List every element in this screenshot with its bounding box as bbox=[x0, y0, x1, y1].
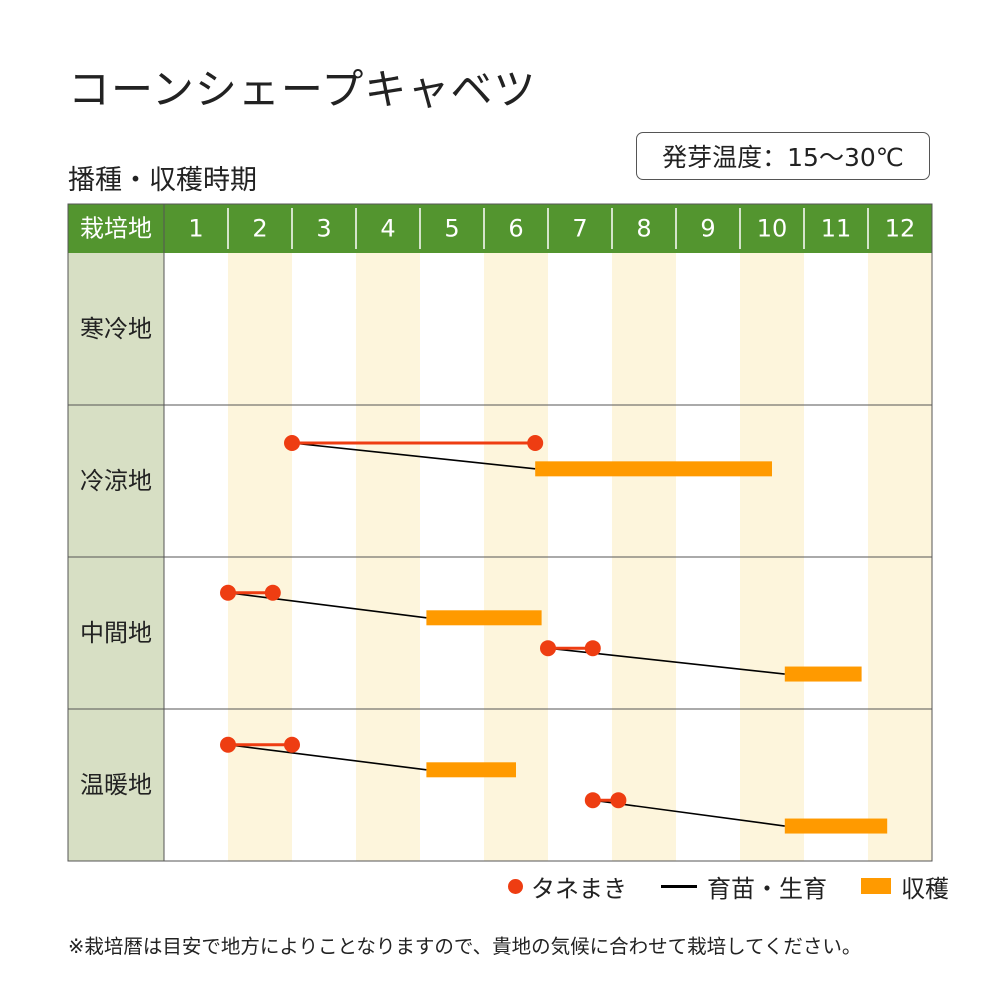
legend-sowing-label: タネまき bbox=[531, 874, 627, 903]
sowing-start-dot bbox=[284, 435, 300, 451]
month-tick-label: 11 bbox=[821, 215, 852, 243]
sowing-end-dot bbox=[284, 736, 300, 753]
month-tick-label: 8 bbox=[636, 215, 651, 243]
region-label: 温暖地 bbox=[80, 771, 152, 799]
region-label: 寒冷地 bbox=[80, 315, 152, 343]
sowing-end-dot bbox=[584, 640, 601, 657]
legend-harvest: 収穫 bbox=[861, 869, 949, 904]
harvest-bar-icon bbox=[861, 878, 891, 894]
region-label: 冷涼地 bbox=[80, 467, 152, 495]
header-row-background bbox=[68, 204, 932, 253]
sowing-start-dot bbox=[220, 584, 236, 601]
sowing-dot-icon bbox=[508, 878, 523, 894]
chart-frame bbox=[67, 203, 933, 862]
growing-line bbox=[291, 442, 536, 470]
footnote: ※栽培暦は目安で地方によりことなりますので、貴地の気候に合わせて栽培してください… bbox=[68, 935, 862, 958]
growing-line bbox=[227, 591, 427, 619]
harvest-bar bbox=[784, 818, 888, 834]
month-tick-label: 10 bbox=[757, 215, 788, 243]
sowing-end-dot bbox=[610, 792, 627, 809]
month-tick-label: 6 bbox=[508, 215, 523, 243]
sowing-start-dot bbox=[540, 640, 556, 657]
harvest-bar bbox=[426, 610, 542, 626]
legend: タネまき 育苗・生育 収穫 bbox=[508, 869, 949, 904]
month-tick-label: 4 bbox=[380, 215, 395, 243]
legend-sowing: タネまき bbox=[508, 869, 627, 904]
month-tick-label: 9 bbox=[700, 215, 715, 243]
sowing-end-dot bbox=[527, 435, 544, 451]
chart-title: コーンシェープキャベツ bbox=[68, 65, 537, 114]
region-label: 中間地 bbox=[80, 619, 152, 647]
harvest-bar bbox=[784, 666, 862, 682]
growing-line bbox=[227, 743, 427, 771]
growing-line-icon bbox=[661, 884, 697, 888]
sowing-start-dot bbox=[584, 792, 601, 809]
legend-harvest-label: 収穫 bbox=[901, 874, 949, 903]
harvest-bar bbox=[535, 461, 772, 477]
month-tick-label: 5 bbox=[444, 215, 459, 243]
chart-subtitle: 播種・収穫時期 bbox=[68, 165, 257, 196]
germination-temp-label: 発芽温度：15～30℃ bbox=[662, 143, 904, 172]
germination-temp-box: 発芽温度：15～30℃ bbox=[636, 132, 930, 180]
sowing-end-dot bbox=[264, 584, 281, 601]
month-tick-label: 3 bbox=[316, 215, 331, 243]
legend-growing-label: 育苗・生育 bbox=[707, 874, 827, 903]
column-header-label: 栽培地 bbox=[80, 215, 152, 243]
month-tick-label: 12 bbox=[885, 215, 916, 243]
month-tick-label: 7 bbox=[572, 215, 587, 243]
legend-growing: 育苗・生育 bbox=[661, 869, 827, 904]
harvest-bar bbox=[426, 762, 516, 778]
sowing-start-dot bbox=[220, 736, 236, 753]
month-tick-label: 2 bbox=[252, 215, 267, 243]
month-tick-label: 1 bbox=[188, 215, 203, 243]
